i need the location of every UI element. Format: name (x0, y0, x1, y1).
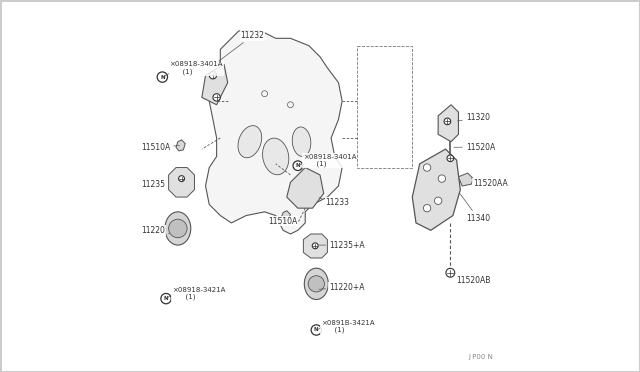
Text: 11232: 11232 (217, 31, 264, 62)
Text: N: N (160, 74, 164, 80)
Text: 11510A: 11510A (141, 143, 179, 152)
Polygon shape (303, 234, 328, 258)
Text: 11520A: 11520A (454, 143, 495, 152)
Circle shape (424, 205, 431, 212)
Text: ×08918-3421A
      (1): ×08918-3421A (1) (172, 286, 225, 300)
Text: ×08918-3401A
      (1): ×08918-3401A (1) (170, 61, 223, 75)
Ellipse shape (292, 127, 311, 157)
Polygon shape (438, 105, 458, 142)
Text: 11510A: 11510A (268, 217, 298, 225)
Ellipse shape (304, 268, 328, 299)
Polygon shape (281, 211, 291, 221)
Polygon shape (205, 31, 342, 234)
Polygon shape (458, 173, 473, 186)
Ellipse shape (262, 138, 289, 175)
Text: 11340: 11340 (460, 194, 490, 222)
Polygon shape (168, 167, 195, 197)
Circle shape (168, 219, 187, 238)
Polygon shape (202, 64, 228, 105)
Polygon shape (176, 140, 185, 151)
Circle shape (179, 176, 184, 182)
Ellipse shape (238, 126, 262, 158)
Text: 11320: 11320 (458, 113, 490, 122)
Text: N: N (164, 296, 168, 301)
Circle shape (311, 325, 321, 335)
Polygon shape (287, 167, 324, 208)
Circle shape (293, 161, 303, 170)
Circle shape (312, 243, 318, 249)
Polygon shape (412, 149, 460, 230)
Text: ×0891B-3421A
      (1): ×0891B-3421A (1) (321, 320, 374, 333)
Text: ×08918-3401A
      (1): ×08918-3401A (1) (303, 154, 356, 167)
Circle shape (157, 72, 168, 82)
Text: 11220: 11220 (141, 226, 170, 235)
Text: J P00 N: J P00 N (468, 353, 493, 359)
Circle shape (435, 197, 442, 205)
Text: 11220+A: 11220+A (319, 283, 365, 292)
Text: 11235+A: 11235+A (319, 241, 365, 250)
Circle shape (209, 71, 216, 79)
Circle shape (447, 155, 454, 161)
Text: N: N (296, 163, 300, 168)
Circle shape (424, 164, 431, 171)
Text: 11520AB: 11520AB (453, 274, 491, 285)
Text: 11235: 11235 (141, 180, 168, 189)
Circle shape (213, 94, 220, 101)
Circle shape (308, 276, 324, 292)
Circle shape (438, 175, 445, 182)
Text: 11233: 11233 (319, 198, 349, 207)
Text: 11520AA: 11520AA (472, 179, 508, 187)
Circle shape (446, 268, 455, 277)
Text: N: N (314, 327, 319, 333)
Circle shape (444, 118, 451, 125)
Circle shape (161, 294, 172, 304)
Ellipse shape (165, 212, 191, 245)
